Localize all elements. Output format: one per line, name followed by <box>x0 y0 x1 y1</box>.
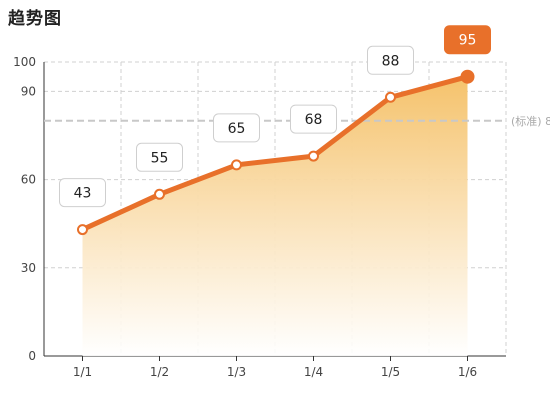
x-tick-label: 1/4 <box>304 365 323 379</box>
series-line-group <box>80 74 470 233</box>
data-label: 55 <box>151 150 169 166</box>
y-tick-label: 90 <box>21 84 36 98</box>
x-tick-label: 1/2 <box>150 365 169 379</box>
data-labels: 43 55 65 68 88 95 <box>59 25 491 208</box>
data-label: 65 <box>228 121 246 137</box>
data-label: 68 <box>305 112 323 128</box>
data-point[interactable] <box>154 188 165 200</box>
reference-line-group: (标准) 8 <box>44 114 550 128</box>
data-label-group: 65 <box>213 113 260 143</box>
data-label-box <box>136 142 183 172</box>
chart-title: 趋势图 <box>8 9 62 29</box>
data-label-group: 68 <box>290 104 337 134</box>
series-line <box>80 74 470 233</box>
data-label-group: 55 <box>136 142 183 172</box>
data-label-box <box>59 178 106 208</box>
area-fill <box>82 76 468 356</box>
x-tick-label: 1/6 <box>458 365 477 379</box>
y-tick-label: 30 <box>21 261 36 275</box>
x-tick-label: 1/1 <box>73 365 92 379</box>
y-tick-label: 0 <box>28 349 36 363</box>
data-point[interactable] <box>77 224 88 236</box>
reference-line-label: (标准) 8 <box>511 114 550 128</box>
data-label-box <box>367 45 414 75</box>
x-tick-label: 1/3 <box>227 365 246 379</box>
data-label: 43 <box>74 186 92 202</box>
data-point[interactable] <box>385 91 396 103</box>
x-tick-label: 1/5 <box>381 365 400 379</box>
data-label-group: 43 <box>59 178 106 208</box>
y-tick-label: 60 <box>21 173 36 187</box>
points <box>77 69 475 236</box>
data-label: 95 <box>459 33 477 49</box>
y-tick-label: 100 <box>13 55 36 69</box>
data-point[interactable] <box>231 159 242 171</box>
area-path <box>82 76 468 356</box>
data-label-box <box>290 104 337 134</box>
data-label-group: 95 <box>444 25 491 55</box>
data-label-box-highlight <box>444 25 491 55</box>
data-label: 88 <box>382 53 400 69</box>
data-point-highlight[interactable] <box>460 69 475 84</box>
data-point[interactable] <box>308 150 319 162</box>
data-label-box <box>213 113 260 143</box>
data-label-group: 88 <box>367 45 414 75</box>
